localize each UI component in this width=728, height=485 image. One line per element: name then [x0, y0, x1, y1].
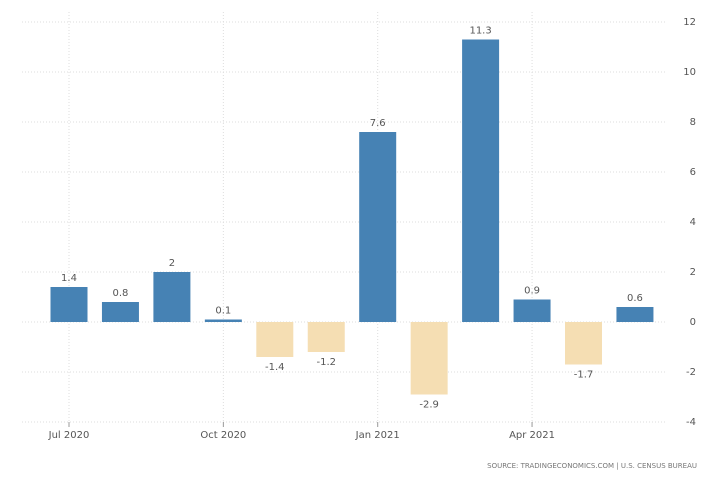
- bar: [616, 307, 654, 322]
- bar: [565, 322, 602, 365]
- value-label: 0.1: [215, 306, 231, 317]
- y-tick-label: 10: [683, 67, 696, 78]
- source: SOURCE: TRADINGECONOMICS.COM | U.S. CENS…: [487, 462, 697, 470]
- value-label: -1.7: [574, 370, 594, 381]
- value-label: 1.4: [61, 273, 77, 284]
- value-label: 0.8: [112, 288, 128, 299]
- x-tick-label: Apr 2021: [509, 430, 555, 441]
- bar: [50, 287, 88, 322]
- bar: [410, 322, 448, 395]
- y-tick-label: -4: [686, 417, 696, 428]
- bar: [101, 302, 139, 322]
- y-tick-label: 12: [683, 17, 696, 28]
- value-label: 0.6: [627, 293, 643, 304]
- y-tick-label: 8: [690, 117, 696, 128]
- value-label: -1.2: [316, 357, 336, 368]
- bar: [256, 322, 294, 357]
- y-tick-label: 4: [690, 217, 696, 228]
- x-tick-label: Oct 2020: [200, 430, 246, 441]
- bar: [359, 132, 397, 322]
- value-label: 0.9: [524, 286, 540, 297]
- y-tick-label: 6: [690, 167, 696, 178]
- y-tick-label: 2: [690, 267, 696, 278]
- bar: [307, 322, 345, 352]
- bar: [462, 39, 500, 322]
- bar: [153, 272, 191, 322]
- bar: [204, 319, 242, 322]
- value-label: 2: [169, 258, 175, 269]
- x-tick-label: Jan 2021: [355, 430, 400, 441]
- value-label: 7.6: [370, 118, 386, 129]
- y-tick-label: 0: [690, 317, 696, 328]
- bar: [513, 299, 551, 322]
- x-tick-label: Jul 2020: [48, 430, 90, 441]
- y-tick-label: -2: [686, 367, 696, 378]
- value-label: 11.3: [469, 26, 491, 37]
- value-label: -1.4: [265, 362, 285, 373]
- value-label: -2.9: [419, 400, 439, 411]
